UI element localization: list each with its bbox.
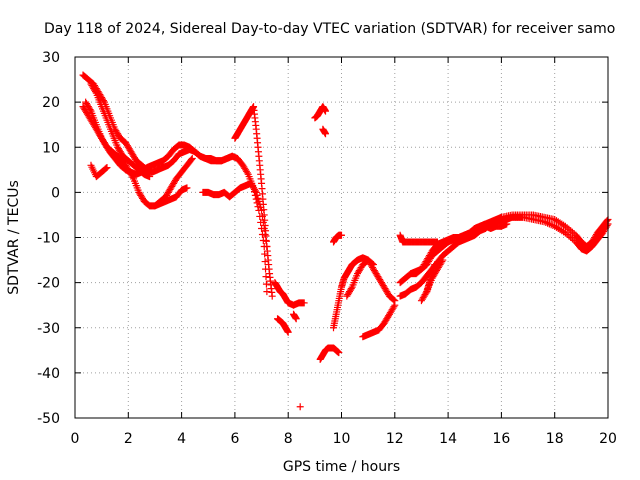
x-tick-label: 2 <box>124 431 133 447</box>
series-s13 <box>296 403 304 411</box>
data-point-interp <box>261 258 269 266</box>
x-tick-label: 16 <box>492 431 510 447</box>
x-tick-label: 0 <box>71 431 80 447</box>
data-point-interp <box>91 88 99 96</box>
data-point <box>263 288 271 296</box>
x-tick-label: 8 <box>284 431 293 447</box>
data-point <box>519 213 527 221</box>
chart-title: Day 118 of 2024, Sidereal Day-to-day VTE… <box>44 21 615 37</box>
y-tick-label: -40 <box>37 366 60 382</box>
series-s28 <box>497 213 527 223</box>
data-point <box>338 231 345 239</box>
series-s11 <box>274 315 292 336</box>
y-tick-label: -30 <box>37 321 60 337</box>
data-point-interp <box>603 221 611 229</box>
series-s9 <box>271 279 292 307</box>
data-point <box>322 107 330 115</box>
x-tick-label: 20 <box>599 431 617 447</box>
data-point <box>252 188 260 196</box>
data-point-interp <box>243 169 251 177</box>
data-point-interp <box>369 260 377 268</box>
x-tick-label: 6 <box>230 431 239 447</box>
data-point <box>431 261 439 269</box>
series-s3 <box>82 98 191 210</box>
data-point-interp <box>390 296 398 304</box>
data-point-interp <box>251 187 259 195</box>
y-tick-label: -10 <box>37 231 60 247</box>
series-s4 <box>87 80 154 181</box>
data-point-interp <box>129 173 137 181</box>
data-point <box>183 184 191 192</box>
x-tick-label: 18 <box>546 431 564 447</box>
data-point <box>284 328 292 336</box>
data-point <box>369 261 377 269</box>
data-point <box>188 155 196 163</box>
y-tick-label: -50 <box>37 411 60 427</box>
y-tick-label: 10 <box>42 140 60 156</box>
data-point <box>296 403 304 411</box>
series-s5 <box>87 161 111 181</box>
data-point-interp <box>99 97 107 105</box>
series-s15 <box>319 125 330 138</box>
y-tick-label: -20 <box>37 276 60 292</box>
data-point-interp <box>254 194 262 202</box>
data-point-interp <box>390 303 398 311</box>
data-point <box>322 130 330 138</box>
x-tick-label: 4 <box>177 431 186 447</box>
data-point <box>268 292 276 300</box>
series-s16 <box>316 344 343 363</box>
y-tick-label: 20 <box>42 95 60 111</box>
series-s27 <box>471 220 511 235</box>
data-point <box>391 301 399 309</box>
data-point <box>228 152 236 160</box>
y-tick-label: 30 <box>42 50 60 66</box>
data-point <box>335 349 343 357</box>
plot-frame <box>74 56 609 419</box>
grid <box>75 57 608 418</box>
data-point <box>439 256 447 264</box>
series-s2 <box>79 71 236 176</box>
series-s21 <box>396 231 441 246</box>
data-point <box>146 173 154 181</box>
x-tick-label: 14 <box>439 431 457 447</box>
data-points <box>79 71 612 411</box>
series-s12 <box>290 310 300 323</box>
axis-ticks: 0 2 4 6 8 10 12 14 16 18 20 -50 -40 -30 -20 -10 0 10 20 30 <box>37 50 617 447</box>
data-point-interp <box>262 273 270 281</box>
data-point-interp <box>253 191 261 199</box>
x-axis-label: GPS time / hours <box>283 459 400 475</box>
data-point <box>292 315 300 323</box>
series-s18 <box>330 231 345 246</box>
data-point-interp <box>422 289 430 297</box>
series-s14 <box>311 103 330 122</box>
data-point-interp <box>86 106 94 114</box>
data-point-interp <box>347 285 355 293</box>
series-s8 <box>231 103 276 300</box>
series-s26 <box>423 261 439 296</box>
series-s20 <box>359 301 399 341</box>
y-tick-label: 0 <box>51 185 60 201</box>
series-s17 <box>330 254 399 332</box>
y-axis-label: SDTVAR / TECUs <box>6 180 22 295</box>
data-point-interp <box>102 164 110 172</box>
x-tick-label: 12 <box>386 431 404 447</box>
data-point <box>300 299 308 307</box>
x-tick-label: 10 <box>333 431 351 447</box>
series-s10 <box>284 299 308 309</box>
data-point-interp <box>262 280 270 288</box>
data-point <box>103 164 111 172</box>
series-s19 <box>343 256 377 300</box>
data-point-interp <box>187 156 195 164</box>
data-point-interp <box>438 258 446 266</box>
data-point-interp <box>255 197 263 205</box>
series-s7 <box>199 179 271 251</box>
series-s6 <box>151 155 196 210</box>
